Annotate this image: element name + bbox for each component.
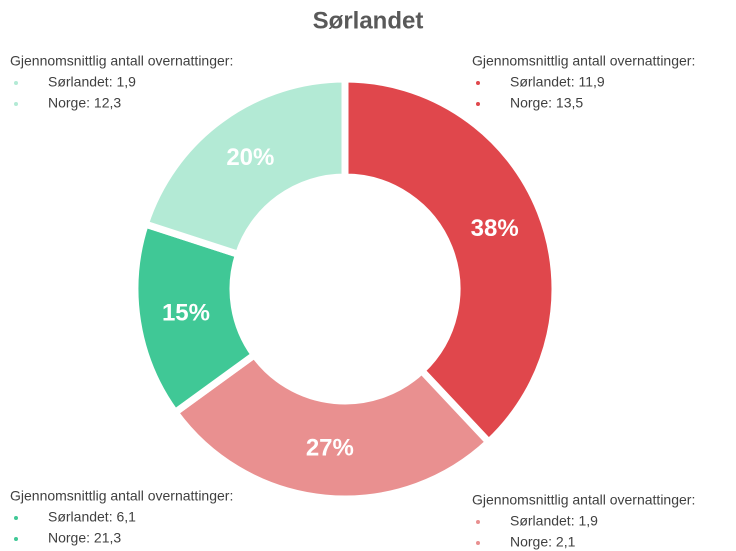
annotation-item: Norge: 2,1	[510, 534, 576, 550]
annotation-item: Sørlandet: 1,9	[48, 74, 136, 90]
annotation-item: Sørlandet: 11,9	[510, 74, 605, 90]
bullet	[476, 102, 480, 106]
chart-title: Sørlandet	[313, 7, 424, 34]
annotation-heading: Gjennomsnittlig antall overnattinger:	[472, 492, 695, 508]
annotation-item: Sørlandet: 1,9	[510, 513, 598, 529]
donut-segment	[140, 75, 349, 259]
donut-segment	[170, 349, 494, 503]
data-label: 20%	[226, 144, 274, 171]
data-label: 27%	[306, 435, 354, 462]
bullet	[14, 537, 18, 541]
data-label: 38%	[471, 215, 519, 242]
bullet	[14, 516, 18, 520]
bullet	[14, 81, 18, 85]
annotation-heading: Gjennomsnittlig antall overnattinger:	[472, 53, 695, 69]
bullet	[476, 81, 480, 85]
annotation-heading: Gjennomsnittlig antall overnattinger:	[10, 53, 233, 69]
donut-segment	[341, 75, 559, 448]
bullet	[14, 102, 18, 106]
annotation-item: Norge: 13,5	[510, 95, 583, 111]
annotation-item: Norge: 12,3	[48, 95, 121, 111]
annotation-heading: Gjennomsnittlig antall overnattinger:	[10, 488, 233, 504]
bullet	[476, 541, 480, 545]
data-label: 15%	[162, 300, 210, 327]
annotation-item: Sørlandet: 6,1	[48, 509, 136, 525]
donut-segment	[131, 219, 260, 418]
bullet	[476, 520, 480, 524]
annotation-item: Norge: 21,3	[48, 530, 121, 546]
